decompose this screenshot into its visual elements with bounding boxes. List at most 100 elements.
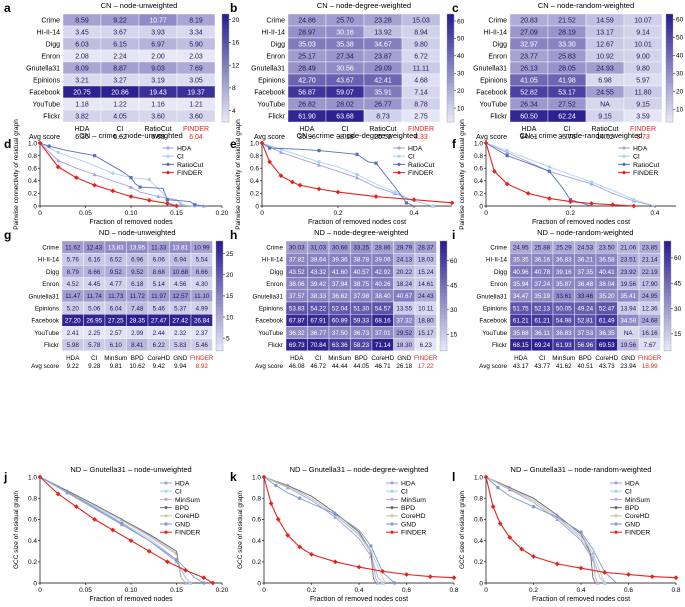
x-tick-label: 0 (260, 210, 264, 217)
colorbar-segment (447, 39, 454, 44)
cell-value: 25.29 (556, 244, 572, 251)
cell-value: 6.97 (151, 41, 165, 48)
cell-value: 8.59 (75, 17, 89, 24)
colorbar-segment (440, 339, 447, 344)
legend-marker (166, 162, 170, 166)
series-line (39, 476, 205, 584)
colorbar-tick-label: 8 (232, 85, 236, 92)
cell-value: 3.60 (189, 113, 203, 120)
cell-value: 26.13 (520, 65, 538, 72)
series-ci (39, 142, 197, 208)
avg-value: 43.17 (513, 363, 529, 370)
colorbar-segment (216, 295, 223, 301)
series-line (485, 476, 617, 584)
cell-value: 11.72 (130, 293, 146, 300)
data-point (431, 204, 435, 208)
row-label: Crime (42, 245, 59, 252)
legend-marker (397, 154, 401, 158)
cell-value: 27.25 (108, 318, 124, 325)
colorbar-segment (447, 100, 454, 105)
cell-value: 37.50 (332, 330, 348, 337)
chart-title: ND – node-degree-weighted (314, 228, 408, 237)
colorbar-segment (666, 57, 673, 62)
legend-label: CI (401, 489, 408, 496)
cell-value: 23.77 (520, 53, 538, 60)
cell-value: 27.47 (151, 318, 167, 325)
colorbar-segment (447, 114, 454, 119)
legend-marker (164, 481, 168, 485)
cell-value: 11.73 (108, 293, 124, 300)
cell-value: 10.92 (596, 53, 614, 60)
row-label: YouTube (34, 330, 59, 337)
data-point (492, 168, 497, 174)
data-point (355, 152, 359, 156)
series-gnd (485, 476, 617, 584)
x-tick-label: 0.4 (354, 587, 363, 594)
colorbar-segment (664, 303, 671, 308)
col-label: CoreHD (371, 355, 394, 362)
colorbar-segment (447, 53, 454, 58)
y-tick-label: 1.0 (474, 474, 483, 481)
colorbar-segment (216, 314, 223, 319)
data-point (74, 175, 79, 181)
data-point (632, 198, 636, 202)
legend-marker (166, 154, 170, 158)
data-point (129, 184, 133, 189)
colorbar-segment (222, 50, 229, 55)
colorbar-segment (216, 241, 223, 246)
cell-value: 2.75 (414, 113, 428, 120)
series-line (261, 142, 415, 207)
data-point (373, 194, 379, 199)
cell-value: 5.98 (67, 342, 80, 349)
data-point (356, 564, 362, 570)
cell-value: 33.61 (556, 293, 572, 300)
panel-f: f CN – crime – node-random-weighted 0 0.2 0.… (452, 119, 676, 230)
cell-value: 69.53 (599, 342, 615, 349)
colorbar-tick-label: 50 (676, 35, 684, 42)
y-tick-label: 0 (255, 203, 259, 210)
row-label: Digg (46, 41, 61, 48)
data-point (279, 150, 283, 155)
colorbar-segment (664, 328, 671, 333)
legend-marker (397, 171, 401, 175)
series-hda (485, 476, 607, 585)
colorbar-segment (664, 295, 671, 301)
y-tick-label: 1.0 (28, 474, 37, 481)
cell-value: 8.78 (414, 101, 428, 108)
x-tick-label: 0.20 (216, 210, 229, 217)
colorbar-segment (440, 321, 447, 326)
cell-value: 8.73 (376, 113, 390, 120)
series-line (263, 476, 455, 579)
cell-value: 6.98 (598, 77, 612, 84)
cell-value: 12.36 (642, 305, 658, 312)
cell-value: 13.17 (596, 29, 614, 36)
col-label: HDA (514, 355, 528, 362)
cell-value: 28.49 (298, 65, 316, 72)
cell-value: 20.86 (111, 89, 129, 96)
row-label: Flickr (268, 113, 285, 120)
colorbar-segment (440, 270, 447, 275)
cell-value: 2.57 (110, 330, 123, 337)
colorbar-segment (440, 336, 447, 341)
colorbar-segment (440, 241, 447, 246)
row-label: YouTube (258, 330, 283, 337)
cell-value: 5.14 (153, 281, 166, 288)
cell-value: 38.40 (375, 293, 391, 300)
cell-value: 3.82 (75, 113, 89, 120)
cell-value: 19.56 (620, 342, 636, 349)
colorbar-tick-label: 15 (226, 293, 234, 300)
colorbar-segment (447, 82, 454, 87)
data-point (174, 203, 179, 209)
colorbar-segment (447, 50, 454, 55)
colorbar-segment (447, 28, 454, 33)
colorbar-segment (440, 332, 447, 337)
colorbar-segment (666, 24, 673, 29)
chart-title: ND – Gnutella31 – node-degree-weighted (290, 465, 429, 474)
cell-value: 24.95 (642, 293, 658, 300)
colorbar-segment (222, 71, 229, 76)
legend-marker (390, 497, 394, 501)
cell-value: 35.38 (336, 41, 354, 48)
